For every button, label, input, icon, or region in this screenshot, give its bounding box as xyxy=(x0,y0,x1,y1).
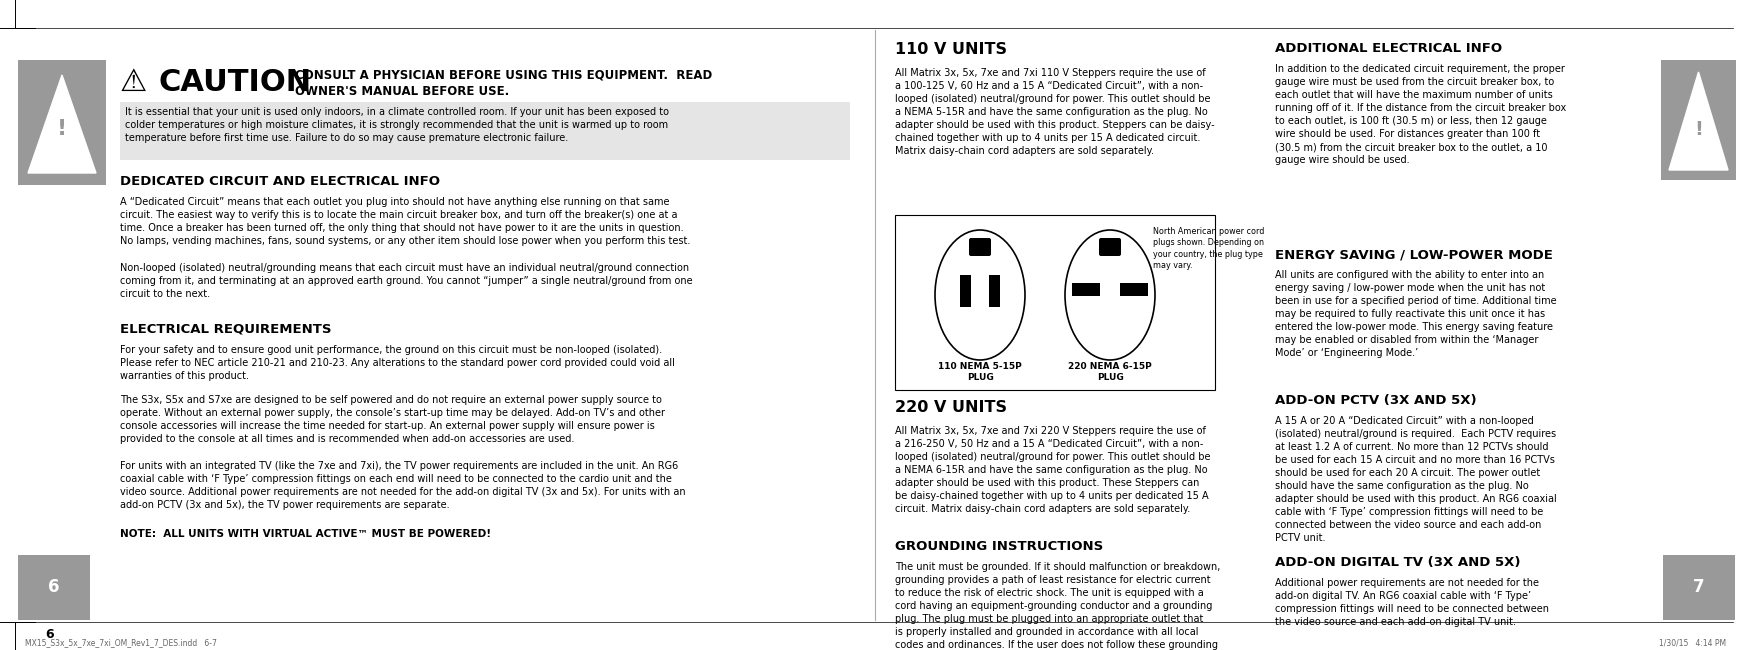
Bar xyxy=(121,102,849,160)
Bar xyxy=(1072,283,1100,296)
Bar xyxy=(1663,555,1735,620)
Text: 6: 6 xyxy=(49,578,60,596)
Text: GROUNDING INSTRUCTIONS: GROUNDING INSTRUCTIONS xyxy=(895,540,1103,553)
Text: All units are configured with the ability to enter into an
energy saving / low-p: All units are configured with the abilit… xyxy=(1275,270,1557,358)
Text: !: ! xyxy=(58,119,67,138)
Text: For your safety and to ensure good unit performance, the ground on this circuit : For your safety and to ensure good unit … xyxy=(121,345,674,381)
Text: ADDITIONAL ELECTRICAL INFO: ADDITIONAL ELECTRICAL INFO xyxy=(1275,42,1502,55)
Text: 220 V UNITS: 220 V UNITS xyxy=(895,400,1007,415)
Text: 220 NEMA 6-15P
PLUG: 220 NEMA 6-15P PLUG xyxy=(1068,362,1152,382)
Text: 110 V UNITS: 110 V UNITS xyxy=(895,42,1007,57)
Text: Additional power requirements are not needed for the
add-on digital TV. An RG6 c: Additional power requirements are not ne… xyxy=(1275,578,1550,627)
Bar xyxy=(18,555,89,620)
Text: 1/30/15   4:14 PM: 1/30/15 4:14 PM xyxy=(1658,638,1726,647)
FancyBboxPatch shape xyxy=(968,238,991,256)
Text: CONSULT A PHYSICIAN BEFORE USING THIS EQUIPMENT.  READ: CONSULT A PHYSICIAN BEFORE USING THIS EQ… xyxy=(294,68,713,81)
Text: MX15_S3x_5x_7xe_7xi_OM_Rev1_7_DES.indd   6-7: MX15_S3x_5x_7xe_7xi_OM_Rev1_7_DES.indd 6… xyxy=(25,638,217,647)
Bar xyxy=(1662,60,1735,180)
Text: OWNER'S MANUAL BEFORE USE.: OWNER'S MANUAL BEFORE USE. xyxy=(294,85,510,98)
Text: All Matrix 3x, 5x, 7xe and 7xi 110 V Steppers require the use of
a 100-125 V, 60: All Matrix 3x, 5x, 7xe and 7xi 110 V Ste… xyxy=(895,68,1215,156)
Text: DEDICATED CIRCUIT AND ELECTRICAL INFO: DEDICATED CIRCUIT AND ELECTRICAL INFO xyxy=(121,175,440,188)
Text: ELECTRICAL REQUIREMENTS: ELECTRICAL REQUIREMENTS xyxy=(121,323,331,336)
Polygon shape xyxy=(28,75,96,173)
Bar xyxy=(989,275,1000,307)
Text: ADD-ON PCTV (3X AND 5X): ADD-ON PCTV (3X AND 5X) xyxy=(1275,394,1476,407)
Text: NOTE:  ALL UNITS WITH VIRTUAL ACTIVE™ MUST BE POWERED!: NOTE: ALL UNITS WITH VIRTUAL ACTIVE™ MUS… xyxy=(121,529,490,539)
Text: Non-looped (isolated) neutral/grounding means that each circuit must have an ind: Non-looped (isolated) neutral/grounding … xyxy=(121,263,693,299)
Bar xyxy=(895,215,1215,390)
Text: 6: 6 xyxy=(46,628,54,641)
Text: In addition to the dedicated circuit requirement, the proper
gauge wire must be : In addition to the dedicated circuit req… xyxy=(1275,64,1565,165)
Text: ⚠: ⚠ xyxy=(121,68,147,97)
Bar xyxy=(960,275,972,307)
Text: ENERGY SAVING / LOW-POWER MODE: ENERGY SAVING / LOW-POWER MODE xyxy=(1275,248,1553,261)
Text: The S3x, S5x and S7xe are designed to be self powered and do not require an exte: The S3x, S5x and S7xe are designed to be… xyxy=(121,395,665,444)
Text: 7: 7 xyxy=(1693,578,1705,596)
FancyBboxPatch shape xyxy=(1100,238,1121,256)
Text: ADD-ON DIGITAL TV (3X AND 5X): ADD-ON DIGITAL TV (3X AND 5X) xyxy=(1275,556,1520,569)
Text: It is essential that your unit is used only indoors, in a climate controlled roo: It is essential that your unit is used o… xyxy=(124,107,669,144)
Bar xyxy=(18,60,107,185)
Polygon shape xyxy=(1669,72,1728,170)
Text: 110 NEMA 5-15P
PLUG: 110 NEMA 5-15P PLUG xyxy=(939,362,1023,382)
Text: CAUTION: CAUTION xyxy=(158,68,312,97)
Text: North American power cord
plugs shown. Depending on
your country, the plug type
: North American power cord plugs shown. D… xyxy=(1152,227,1264,270)
Text: All Matrix 3x, 5x, 7xe and 7xi 220 V Steppers require the use of
a 216-250 V, 50: All Matrix 3x, 5x, 7xe and 7xi 220 V Ste… xyxy=(895,426,1210,514)
Ellipse shape xyxy=(1065,230,1156,360)
Text: A “Dedicated Circuit” means that each outlet you plug into should not have anyth: A “Dedicated Circuit” means that each ou… xyxy=(121,197,690,246)
Bar xyxy=(1121,283,1149,296)
Text: !: ! xyxy=(1693,120,1704,139)
Text: A 15 A or 20 A “Dedicated Circuit” with a non-looped
(isolated) neutral/ground i: A 15 A or 20 A “Dedicated Circuit” with … xyxy=(1275,416,1557,543)
Text: For units with an integrated TV (like the 7xe and 7xi), the TV power requirement: For units with an integrated TV (like th… xyxy=(121,461,686,510)
Ellipse shape xyxy=(935,230,1024,360)
Text: The unit must be grounded. If it should malfunction or breakdown,
grounding prov: The unit must be grounded. If it should … xyxy=(895,562,1220,650)
